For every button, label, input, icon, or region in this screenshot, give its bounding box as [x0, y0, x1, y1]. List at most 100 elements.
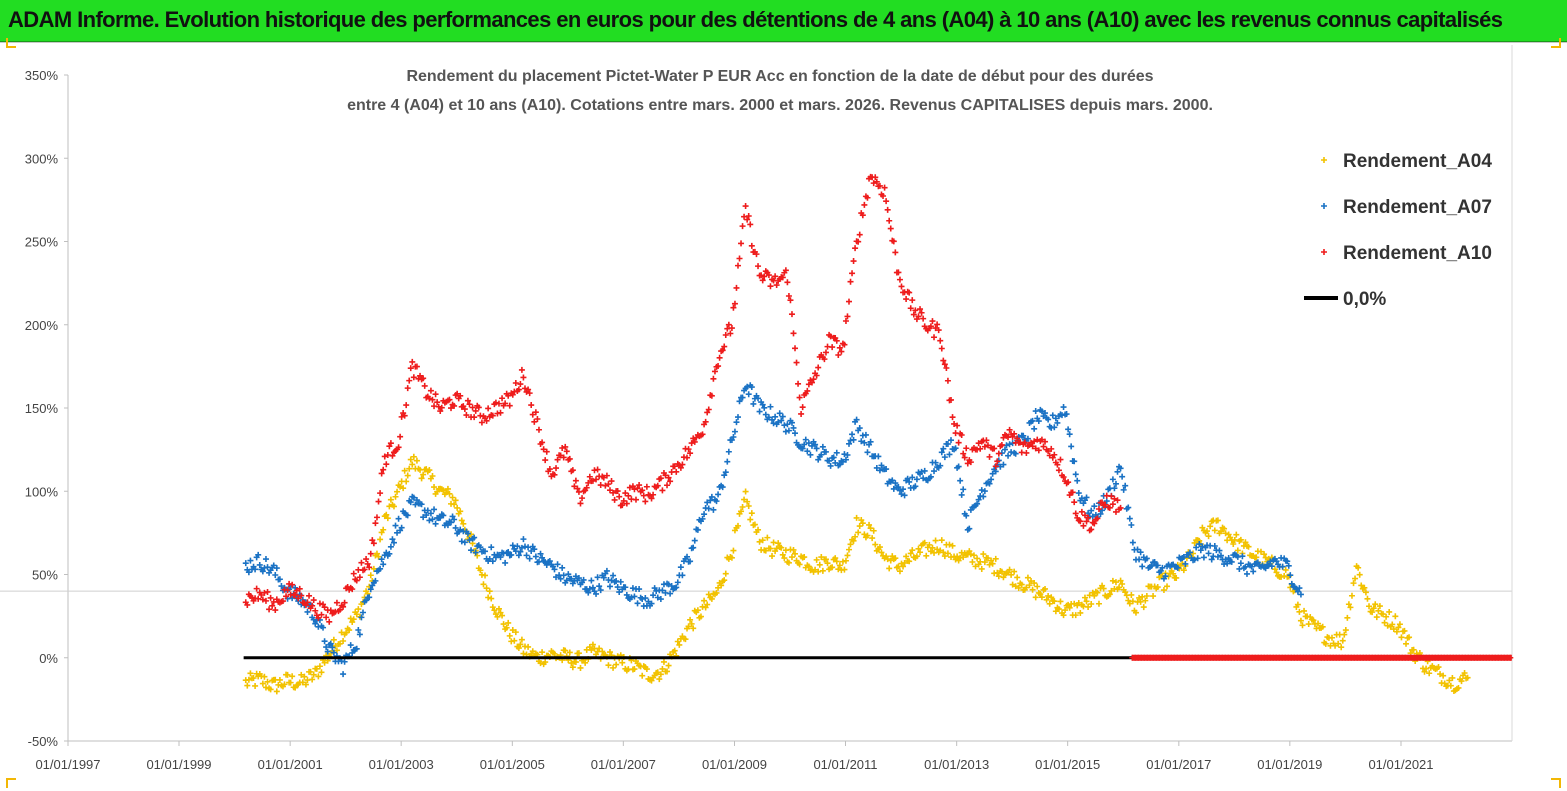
- data-point-a07: [722, 469, 729, 476]
- data-point-a10: [1038, 436, 1045, 443]
- data-point-a07: [424, 507, 431, 514]
- data-point-a10: [631, 486, 638, 493]
- data-point-a04: [605, 662, 612, 669]
- data-point-a07: [876, 467, 883, 474]
- data-point-a04: [815, 568, 822, 575]
- data-point-a04: [778, 544, 785, 551]
- data-point-a10: [810, 376, 817, 383]
- data-point-a04: [941, 553, 948, 560]
- data-point-a07: [781, 422, 788, 429]
- data-point-a07: [830, 454, 837, 461]
- data-point-a07: [674, 579, 681, 586]
- data-point-a04: [701, 597, 708, 604]
- legend-marker: [1321, 157, 1327, 163]
- data-point-a04: [665, 662, 672, 669]
- data-point-a07: [472, 549, 479, 556]
- data-point-a10: [1014, 435, 1021, 442]
- x-tick-label: 01/01/2015: [1035, 757, 1100, 772]
- data-point-a07: [705, 505, 712, 512]
- data-point-a07: [272, 571, 279, 578]
- legend-label: Rendement_A04: [1343, 151, 1492, 172]
- data-point-a04: [906, 558, 913, 565]
- data-point-a04: [1222, 530, 1229, 537]
- data-point-a04: [489, 604, 496, 611]
- data-point-a07: [1267, 558, 1274, 565]
- data-point-a10: [353, 577, 360, 584]
- data-point-a10: [784, 279, 791, 286]
- data-point-a04: [927, 548, 934, 555]
- data-point-a04: [1006, 566, 1013, 573]
- data-point-a07: [629, 585, 636, 592]
- data-point-a10: [974, 446, 981, 453]
- x-tick-label: 01/01/1999: [146, 757, 211, 772]
- data-point-a04: [267, 686, 274, 693]
- data-point-a04: [694, 607, 701, 614]
- data-point-a04: [932, 537, 939, 544]
- data-point-a07: [1222, 556, 1229, 563]
- data-point-a10: [755, 263, 762, 270]
- data-point-a10: [483, 417, 490, 424]
- data-point-a07: [1287, 572, 1294, 579]
- data-point-a10: [1085, 514, 1092, 521]
- data-point-a10: [931, 334, 938, 341]
- data-point-a04: [1423, 665, 1430, 672]
- data-point-a07: [739, 394, 746, 401]
- data-point-a10: [286, 580, 293, 587]
- data-point-a07: [1071, 458, 1078, 465]
- data-point-a10: [489, 412, 496, 419]
- data-point-a07: [952, 445, 959, 452]
- data-point-a10: [279, 598, 286, 605]
- data-point-a04: [886, 565, 893, 572]
- data-point-a04: [537, 660, 544, 667]
- data-point-a10: [593, 476, 600, 483]
- y-tick-label: 300%: [25, 151, 59, 166]
- data-point-a04: [1358, 582, 1365, 589]
- data-point-a04: [876, 544, 883, 551]
- data-point-a10: [711, 368, 718, 375]
- data-point-a04: [639, 672, 646, 679]
- data-point-a04: [816, 561, 823, 568]
- data-point-a10: [991, 445, 998, 452]
- data-point-a07: [1182, 560, 1189, 567]
- data-point-a07: [1268, 563, 1275, 570]
- data-point-a04: [829, 564, 836, 571]
- data-point-a10: [253, 585, 260, 592]
- data-point-a10: [475, 404, 482, 411]
- data-point-a04: [1085, 603, 1092, 610]
- data-point-a10: [963, 445, 970, 452]
- data-point-a04: [1042, 585, 1049, 592]
- data-point-a04: [1136, 594, 1143, 601]
- data-point-a04: [1464, 674, 1471, 681]
- data-point-a07: [989, 470, 996, 477]
- data-point-a04: [1372, 601, 1379, 608]
- data-point-a04: [499, 612, 506, 619]
- data-point-a04: [1262, 554, 1269, 561]
- data-point-a04: [1164, 583, 1171, 590]
- data-point-a04: [841, 566, 848, 573]
- data-point-a10: [650, 491, 657, 498]
- data-point-a04: [1057, 598, 1064, 605]
- data-point-a04: [1406, 634, 1413, 641]
- data-point-a07: [804, 448, 811, 455]
- data-point-a04: [1344, 614, 1351, 621]
- data-point-a07: [873, 464, 880, 471]
- data-point-a10: [827, 333, 834, 340]
- data-point-a04: [619, 659, 626, 666]
- data-point-a07: [704, 499, 711, 506]
- data-point-a07: [878, 462, 885, 469]
- data-point-a04: [289, 673, 296, 680]
- data-point-a07: [1200, 554, 1207, 561]
- data-point-a10: [884, 206, 891, 213]
- data-point-a07: [377, 565, 384, 572]
- data-point-a07: [900, 486, 907, 493]
- data-point-a10: [864, 194, 871, 201]
- data-point-a04: [1294, 601, 1301, 608]
- data-point-a10: [961, 454, 968, 461]
- data-point-a07: [1162, 573, 1169, 580]
- data-point-a07: [812, 441, 819, 448]
- data-point-a10: [525, 386, 532, 393]
- data-point-a04: [1383, 613, 1390, 620]
- data-point-a07: [822, 448, 829, 455]
- data-point-a10: [309, 602, 316, 609]
- data-point-a04: [788, 554, 795, 561]
